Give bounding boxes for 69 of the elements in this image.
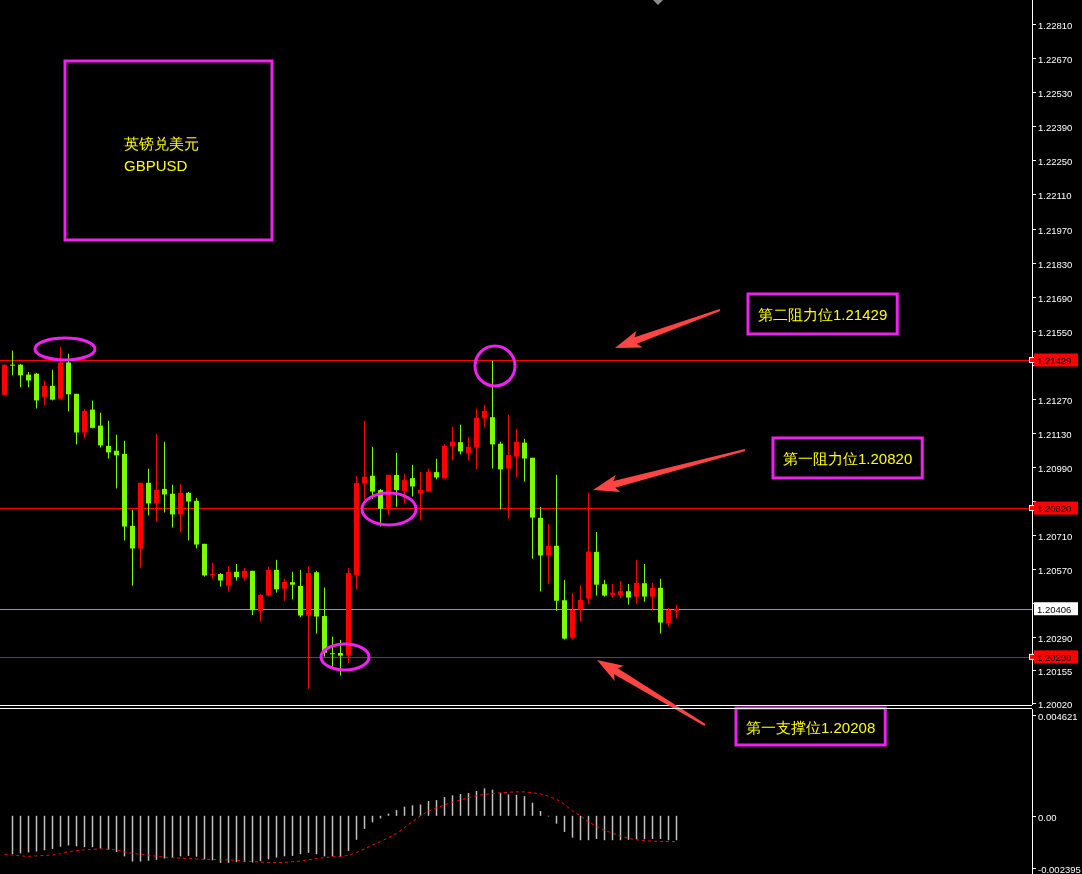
candlestick <box>146 468 151 516</box>
y-tick-label: 1.20020 <box>1038 698 1073 709</box>
candlestick <box>642 563 647 603</box>
y-tick-label: 1.21130 <box>1038 428 1072 439</box>
y-tick-label: 1.22250 <box>1038 155 1073 166</box>
y-tick-label: 1.21270 <box>1038 394 1073 405</box>
y-tick-label: 0.00 <box>1038 811 1057 822</box>
candlestick <box>458 424 463 455</box>
candlestick <box>130 509 135 587</box>
candlestick <box>330 636 335 668</box>
y-tick-label: 1.21550 <box>1038 326 1073 337</box>
ref-line-label: 1.20820 <box>1037 502 1072 514</box>
y-tick-label: 1.22530 <box>1038 87 1073 98</box>
candlestick <box>426 468 431 493</box>
candlestick <box>18 363 23 388</box>
line-series <box>4 791 677 863</box>
y-tick-label: 1.22390 <box>1038 121 1073 132</box>
y-tick-label: 1.21830 <box>1038 258 1073 269</box>
candlestick <box>90 400 95 429</box>
candlestick <box>578 584 583 623</box>
candlestick <box>402 473 407 504</box>
candlestick <box>82 408 87 439</box>
candlestick <box>98 412 103 449</box>
text: 英镑兑美元 <box>124 134 199 152</box>
y-tick-label: 1.22670 <box>1038 53 1073 64</box>
candlestick <box>50 369 55 401</box>
y-tick-label: 1.22110 <box>1038 189 1072 200</box>
candlestick <box>274 559 279 594</box>
annotation: 第二阻力位1.21429 <box>758 305 888 323</box>
candlestick <box>290 571 295 600</box>
candlestick <box>410 464 415 497</box>
candlestick <box>466 436 471 461</box>
candlestick <box>650 582 655 611</box>
candlestick <box>106 420 111 459</box>
candlestick <box>522 438 527 483</box>
candlestick <box>282 578 287 602</box>
candlestick <box>546 523 551 585</box>
candlestick <box>626 583 631 606</box>
y-tick-label: 1.20710 <box>1038 530 1073 541</box>
y-tick-label: 1.20990 <box>1038 462 1073 473</box>
candlestick <box>370 446 375 500</box>
candlestick <box>226 565 231 592</box>
y-tick-label: 0.004621 <box>1038 710 1078 721</box>
candlestick <box>186 491 191 541</box>
y-tick-label: 1.21690 <box>1038 292 1073 303</box>
ref-line-label: 1.20208 <box>1037 651 1072 663</box>
y-tick-label: 1.20570 <box>1038 564 1073 575</box>
y-tick-label: 1.20155 <box>1038 665 1073 676</box>
candlestick <box>338 639 343 677</box>
candlestick <box>394 452 399 508</box>
y-tick-label: 1.22810 <box>1038 19 1073 30</box>
candlestick <box>634 559 639 605</box>
y-tick-label: 1.20290 <box>1038 632 1073 643</box>
y-tick-label: -0.002395 <box>1038 863 1081 874</box>
ref-line-label: 1.21429 <box>1037 354 1072 366</box>
candlestick <box>482 404 487 428</box>
y-tick-label: 1.21970 <box>1038 224 1073 235</box>
candlestick <box>362 420 367 501</box>
candlestick <box>42 380 47 406</box>
annotation: 第一支撑位1.20208 <box>746 718 876 735</box>
candlestick <box>434 458 439 480</box>
ref-line-label: 1.20406 <box>1037 603 1072 615</box>
candlestick <box>514 428 519 478</box>
candlestick <box>10 350 15 376</box>
candlestick <box>170 484 175 529</box>
annotation: 第一阻力位1.20820 <box>783 449 913 467</box>
candlestick <box>666 607 671 628</box>
candlestick <box>258 593 263 623</box>
text: GBPUSD <box>124 156 188 174</box>
